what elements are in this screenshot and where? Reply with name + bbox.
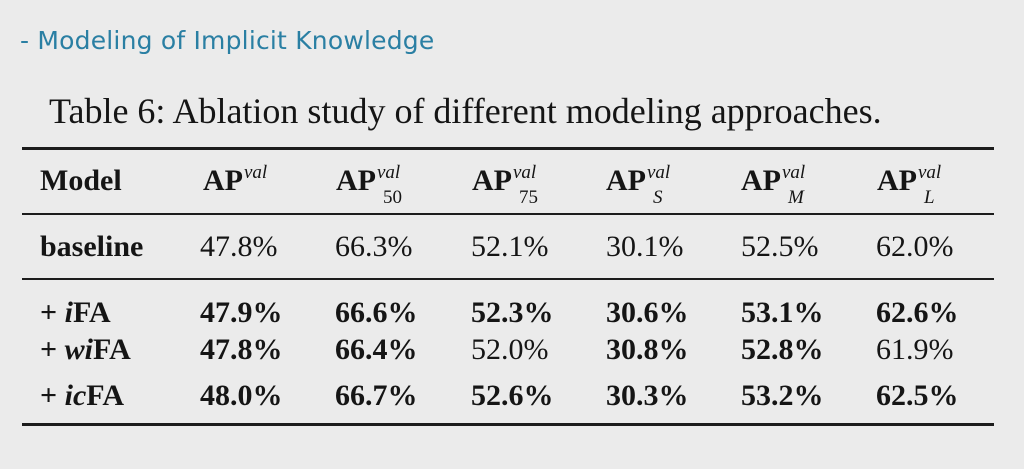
table-cell: 52.5% [741, 230, 819, 263]
header-apl-sup: val [918, 162, 942, 183]
header-ap75-sub: 75 [519, 187, 538, 208]
table-cell: 66.7% [335, 379, 418, 412]
header-apl-base: AP [877, 164, 917, 197]
table-cell: 66.4% [335, 333, 418, 366]
header-aps-sub: S [653, 187, 663, 208]
table-cell: 30.1% [606, 230, 684, 263]
table-cell: 52.3% [471, 296, 554, 329]
table-cell: 30.6% [606, 296, 689, 329]
table-cell: 53.1% [741, 296, 824, 329]
table-cell: 30.3% [606, 379, 689, 412]
header-ap: AP val [203, 162, 283, 197]
table-cell: 52.1% [471, 230, 549, 263]
row-model-suffix: FA [86, 379, 125, 412]
row-model-italic: i [64, 296, 73, 329]
row-model-italic: wi [64, 333, 93, 366]
table-header-rule [22, 213, 994, 215]
header-apm: AP val M [741, 162, 821, 207]
header-ap50-sub: 50 [383, 187, 402, 208]
table-cell: 47.8% [200, 230, 278, 263]
header-ap50-sup: val [377, 162, 401, 183]
table-bottom-rule [22, 423, 994, 426]
header-apl-sub: L [924, 187, 935, 208]
table-caption: Table 6: Ablation study of different mod… [49, 91, 882, 131]
table-cell: 66.6% [335, 296, 418, 329]
table-cell: 66.3% [335, 230, 413, 263]
header-ap75: AP val 75 [472, 162, 552, 207]
table-cell: 62.6% [876, 296, 959, 329]
table-cell: 52.6% [471, 379, 554, 412]
table-cell: 52.0% [471, 333, 549, 366]
row-model-name: + wiFA [40, 335, 131, 365]
header-apm-sub: M [788, 187, 804, 208]
row-model-prefix: baseline [40, 230, 144, 263]
table-cell: 30.8% [606, 333, 689, 366]
table-cell: 52.8% [741, 333, 824, 366]
table-cell: 62.5% [876, 379, 959, 412]
header-aps-base: AP [606, 164, 646, 197]
row-model-prefix: + [40, 296, 65, 329]
table-baseline-rule [22, 278, 994, 280]
table-top-rule [22, 147, 994, 150]
row-model-prefix: + [40, 379, 65, 412]
header-ap-base: AP [203, 164, 243, 197]
row-model-suffix: FA [72, 296, 111, 329]
row-model-name: + iFA [40, 298, 111, 328]
header-ap50-base: AP [336, 164, 376, 197]
header-aps: AP val S [606, 162, 686, 207]
row-model-name: baseline [40, 232, 143, 262]
header-apm-sup: val [782, 162, 806, 183]
header-ap-sup: val [244, 162, 268, 183]
header-apm-base: AP [741, 164, 781, 197]
header-ap75-base: AP [472, 164, 512, 197]
header-model: Model [40, 164, 122, 197]
table-cell: 48.0% [200, 379, 283, 412]
row-model-suffix: FA [92, 333, 131, 366]
slide-heading: - Modeling of Implicit Knowledge [20, 26, 435, 55]
header-ap75-sup: val [513, 162, 537, 183]
header-ap50: AP val 50 [336, 162, 416, 207]
table-cell: 62.0% [876, 230, 954, 263]
row-model-italic: ic [64, 379, 87, 412]
row-model-name: + icFA [40, 381, 124, 411]
table-cell: 47.8% [200, 333, 283, 366]
header-apl: AP val L [877, 162, 957, 207]
table-cell: 47.9% [200, 296, 283, 329]
row-model-prefix: + [40, 333, 65, 366]
table-cell: 53.2% [741, 379, 824, 412]
header-aps-sup: val [647, 162, 671, 183]
table-cell: 61.9% [876, 333, 954, 366]
